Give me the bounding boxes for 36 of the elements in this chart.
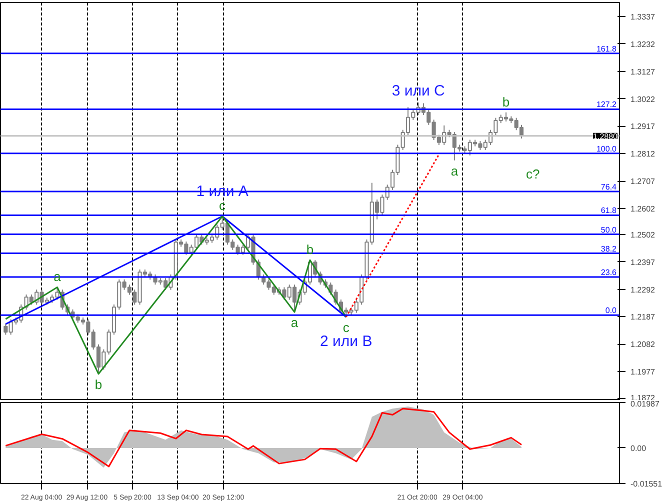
y-tick-label: 1.3337	[630, 12, 656, 22]
annotation: 161.8	[596, 44, 618, 54]
y-tick-label: 1.2602	[630, 204, 656, 214]
annotation: 0.0	[605, 306, 618, 316]
y-tick-label: 0.01987	[630, 400, 660, 408]
y-tick-label: 1.3232	[630, 40, 656, 49]
y-tick-label: 1.2292	[630, 285, 656, 294]
annotation: 50.0	[600, 225, 618, 234]
ref-line-label: 1.2880	[593, 132, 618, 141]
y-tick-label: -0.01551	[630, 480, 663, 488]
annotation: 2 или B	[320, 332, 372, 350]
annotation: 3 или C	[392, 82, 446, 100]
y-tick-label: 1.3127	[630, 67, 656, 76]
annotation: 61.8	[600, 206, 618, 216]
annotation: 127.2	[596, 100, 618, 110]
y-tick-label: 1.2397	[630, 258, 656, 267]
y-tick-label: 1.3022	[630, 94, 656, 104]
y-tick-label: 1.2502	[630, 230, 656, 240]
annotation: c	[342, 320, 350, 335]
annotation: c?	[526, 166, 540, 182]
annotation: 76.4	[600, 182, 618, 192]
y-tick-label: 0.00	[630, 444, 647, 453]
y-tick-label: 1.2917	[630, 122, 656, 132]
y-tick-label: 1.1977	[630, 368, 656, 377]
annotation: 23.6	[600, 268, 618, 278]
annotation: a	[450, 163, 459, 178]
annotation: 100.0	[596, 144, 618, 154]
y-tick-label: 1.2707	[630, 177, 656, 186]
annotation: b	[94, 376, 102, 392]
y-tick-label: 1.2082	[630, 340, 656, 350]
y-tick-label: 1.2187	[630, 312, 656, 322]
annotation: b	[502, 94, 510, 110]
annotation: a	[290, 315, 299, 330]
y-tick-label: 1.2812	[630, 150, 656, 159]
annotation: 38.2	[600, 244, 618, 254]
annotation: c	[219, 198, 226, 214]
